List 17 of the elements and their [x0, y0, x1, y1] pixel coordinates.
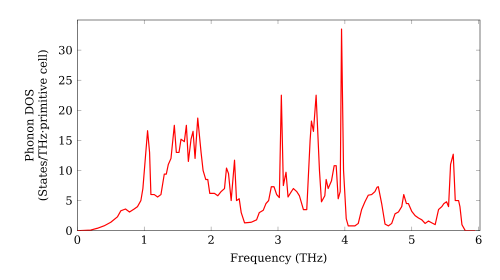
x-tick-label: 3 [275, 235, 281, 244]
y-tick-label: 25 [58, 76, 72, 84]
y-tick-label: 20 [58, 106, 72, 115]
x-tick-label: 4 [342, 235, 348, 244]
x-tick-label: 6 [476, 235, 482, 244]
y-axis-title: Phonon DOS (States/THz·primitive cell) [24, 50, 50, 200]
x-tick-label: 0 [74, 235, 80, 244]
x-tick-label: 1 [142, 235, 146, 244]
y-tick-label: 5 [66, 196, 72, 205]
x-tick-label: 5 [409, 235, 415, 244]
line-series [77, 28, 476, 231]
y-tick-label: 10 [60, 166, 72, 175]
y-tick-label: 15 [60, 136, 72, 145]
x-axis-title: Frequency (THz) [230, 253, 326, 264]
x-tick-label: 2 [208, 235, 214, 244]
y-tick-label: 30 [59, 46, 72, 54]
y-tick-label: 0 [66, 226, 72, 235]
